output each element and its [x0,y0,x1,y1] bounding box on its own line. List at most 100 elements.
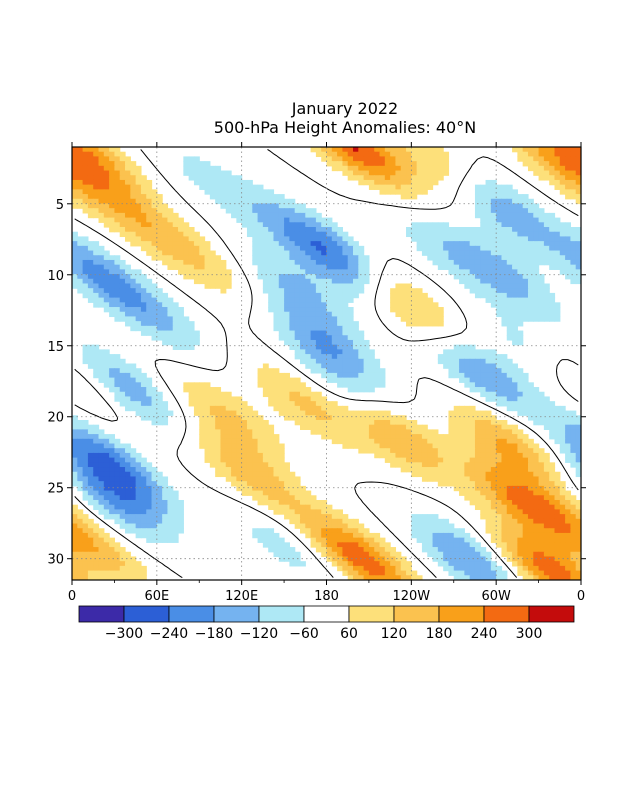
anomaly-cell [347,368,354,374]
anomaly-cell [268,297,275,303]
anomaly-cell [496,391,503,398]
anomaly-cell [337,438,343,445]
anomaly-cell [395,179,402,186]
anomaly-cell [565,434,571,440]
anomaly-cell [522,481,529,487]
anomaly-cell [527,212,534,219]
anomaly-cell [130,165,137,172]
anomaly-cell [347,575,354,580]
anomaly-cell [82,438,89,445]
anomaly-cell [522,147,529,153]
anomaly-cell [517,245,524,252]
anomaly-cell [130,292,137,299]
anomaly-cell [93,259,100,266]
anomaly-cell [527,274,534,280]
anomaly-cell [570,528,577,534]
anomaly-cell [225,189,232,195]
anomaly-cell [93,274,100,280]
anomaly-cell [448,457,455,463]
anomaly-cell [151,401,158,407]
anomaly-cell [427,434,434,440]
anomaly-cell [225,419,232,426]
anomaly-cell [305,354,312,360]
anomaly-cell [135,316,142,322]
anomaly-cell [533,316,540,322]
anomaly-cell [411,236,418,242]
anomaly-cell [522,443,529,449]
anomaly-cell [109,547,116,553]
anomaly-cell [374,170,381,176]
anomaly-cell [506,292,513,299]
anomaly-cell [464,575,471,580]
anomaly-cell [77,542,84,548]
anomaly-cell [310,495,317,501]
anomaly-cell [77,523,84,529]
anomaly-cell [220,184,227,190]
anomaly-cell [448,269,455,275]
anomaly-cell [156,255,163,261]
anomaly-cell [527,241,534,247]
anomaly-cell [538,250,545,256]
anomaly-cell [268,528,275,534]
anomaly-cell [501,194,508,200]
anomaly-cell [554,532,561,539]
anomaly-cell [98,278,105,285]
anomaly-cell [575,231,581,238]
anomaly-cell [347,339,354,346]
anomaly-cell [178,518,184,525]
anomaly-cell [421,236,428,242]
anomaly-cell [342,514,349,520]
anomaly-cell [151,330,158,336]
anomaly-cell [390,575,397,580]
anomaly-cell [543,528,550,534]
anomaly-cell [156,476,163,482]
anomaly-cell [416,518,423,525]
anomaly-cell [474,410,481,416]
anomaly-cell [289,288,296,294]
anomaly-cell [289,344,296,350]
anomaly-cell [193,278,200,285]
anomaly-cell [543,302,550,308]
anomaly-cell [119,208,126,214]
anomaly-cell [103,274,110,280]
anomaly-cell [125,222,131,228]
anomaly-cell [294,245,301,252]
anomaly-cell [549,565,556,572]
anomaly-cell [82,269,89,275]
anomaly-cell [575,457,581,463]
anomaly-cell [162,339,169,346]
anomaly-cell [87,485,94,492]
anomaly-cell [77,434,84,440]
anomaly-cell [278,321,285,327]
anomaly-cell [527,396,534,402]
anomaly-cell [570,556,577,562]
anomaly-cell [93,523,100,529]
anomaly-cell [156,231,163,238]
anomaly-cell [390,161,397,167]
anomaly-cell [512,481,518,487]
anomaly-cell [490,250,497,256]
anomaly-cell [140,410,147,416]
anomaly-cell [453,344,460,350]
anomaly-cell [140,532,147,539]
anomaly-cell [289,212,296,219]
anomaly-cell [98,457,105,463]
anomaly-cell [342,344,349,350]
anomaly-cell [215,434,222,440]
anomaly-cell [278,208,285,214]
anomaly-cell [517,457,524,463]
anomaly-cell [278,382,285,388]
anomaly-cell [172,255,179,261]
anomaly-cell [390,165,397,172]
anomaly-cell [522,532,529,539]
anomaly-cell [209,396,216,402]
anomaly-cell [517,151,524,158]
anomaly-cell [273,241,280,247]
anomaly-cell [406,151,412,158]
anomaly-cell [506,307,513,313]
anomaly-cell [575,424,581,430]
anomaly-cell [125,236,131,242]
anomaly-cell [321,156,328,162]
anomaly-cell [151,396,158,402]
anomaly-cell [140,387,147,393]
